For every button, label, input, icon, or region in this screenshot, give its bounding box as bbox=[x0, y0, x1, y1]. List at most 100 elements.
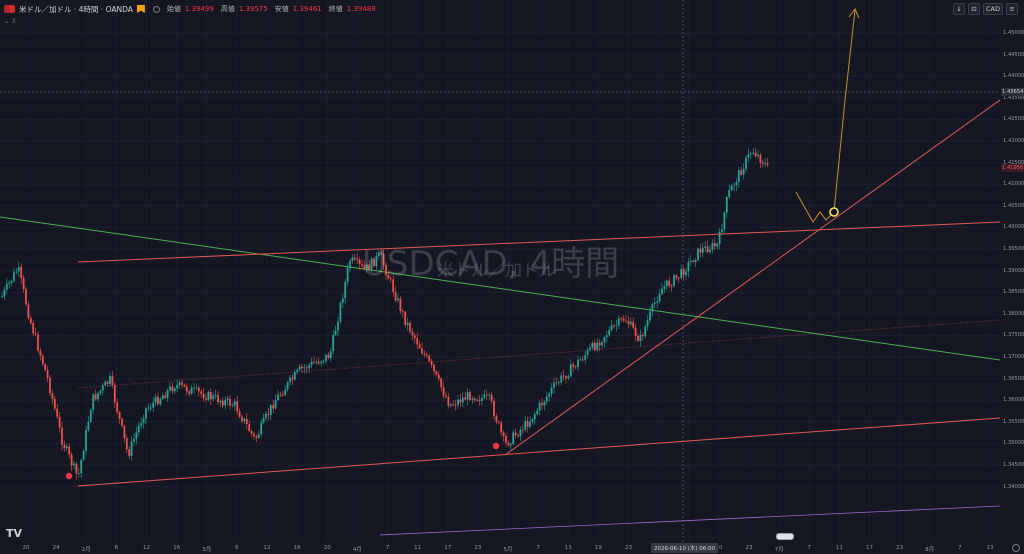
candle-body bbox=[320, 361, 323, 364]
candle-body bbox=[205, 398, 207, 400]
candle-body bbox=[209, 391, 212, 400]
candle-body bbox=[742, 168, 745, 175]
candle-body bbox=[761, 162, 764, 164]
candle-body bbox=[569, 364, 572, 377]
candle-body bbox=[245, 418, 248, 425]
ohlc-high-value: 1.39575 bbox=[238, 5, 268, 13]
candle-body bbox=[709, 249, 711, 253]
candle-body bbox=[668, 280, 671, 286]
candle-body bbox=[154, 396, 157, 403]
candle-body bbox=[197, 387, 200, 392]
indicator-count: 3 bbox=[11, 17, 16, 25]
candle-body bbox=[277, 394, 279, 400]
candle-body bbox=[749, 153, 752, 155]
tradingview-logo-icon[interactable]: TV bbox=[6, 527, 23, 540]
price-tick-label: 1.39500 bbox=[1003, 246, 1024, 252]
ohlc-low-label: 安値 bbox=[274, 5, 289, 13]
currency-button[interactable]: CAD bbox=[983, 3, 1003, 15]
indicator-toggle[interactable]: ⌄ 3 bbox=[4, 17, 16, 25]
candle-body bbox=[382, 254, 385, 265]
candle-body bbox=[601, 342, 603, 346]
time-tick-label: 11 bbox=[414, 545, 422, 551]
candle-body bbox=[65, 446, 68, 449]
candle-body bbox=[723, 212, 726, 230]
market-status-icon[interactable] bbox=[152, 5, 160, 13]
candle-body bbox=[411, 331, 414, 336]
price-tick-label: 1.41500 bbox=[1003, 159, 1024, 166]
candle-body bbox=[423, 353, 426, 355]
candle-body bbox=[728, 190, 731, 198]
candle-body bbox=[533, 414, 536, 420]
candle-body bbox=[653, 302, 656, 305]
time-tick-label: 7 bbox=[385, 545, 390, 551]
price-tick-label: 1.42500 bbox=[1003, 116, 1024, 123]
projection-path bbox=[795, 9, 856, 223]
settings-icon[interactable] bbox=[1012, 544, 1020, 552]
candle-body bbox=[389, 278, 392, 280]
time-axis[interactable]: 20242月612163月61216204月71117235月71319236月… bbox=[0, 542, 1000, 554]
candle-body bbox=[313, 361, 315, 363]
candle-body bbox=[284, 389, 287, 396]
time-tick-label: 20 bbox=[323, 545, 331, 551]
candle-body bbox=[135, 432, 138, 440]
candle-body bbox=[421, 348, 423, 354]
candle-body bbox=[332, 334, 335, 352]
candle-body bbox=[632, 321, 635, 328]
candle-body bbox=[733, 185, 735, 187]
time-tick-label: 24 bbox=[52, 545, 60, 551]
scale-lock-icon[interactable]: ⊡ bbox=[968, 3, 980, 15]
candle-body bbox=[725, 197, 728, 213]
candle-body bbox=[457, 399, 459, 406]
time-tick-label: 17 bbox=[866, 545, 873, 551]
candle-body bbox=[413, 335, 416, 339]
download-icon[interactable]: ↓ bbox=[953, 3, 965, 15]
candle-body bbox=[190, 387, 193, 394]
candle-body bbox=[344, 281, 347, 299]
candle-body bbox=[46, 370, 49, 378]
candles-layer bbox=[1, 147, 769, 480]
candle-body bbox=[121, 418, 123, 426]
candle-body bbox=[365, 264, 368, 269]
candle-body bbox=[721, 229, 723, 233]
menu-icon[interactable]: ≡ bbox=[1006, 3, 1018, 15]
candle-body bbox=[718, 232, 721, 244]
candle-body bbox=[677, 277, 680, 279]
ohlc-high-label: 高値 bbox=[220, 5, 235, 13]
symbol-title[interactable]: 米ドル／加ドル · 4時間 · OANDA bbox=[19, 4, 133, 14]
candle-body bbox=[404, 311, 407, 325]
candle-body bbox=[202, 393, 205, 399]
candle-body bbox=[25, 289, 27, 305]
candle-body bbox=[32, 323, 35, 334]
economic-events-icon[interactable] bbox=[776, 533, 794, 540]
price-axis[interactable]: 1.45000 1.44500 1.44000 1.43500 1.42500 1.420… bbox=[1000, 0, 1024, 542]
candle-body bbox=[579, 359, 582, 361]
candle-body bbox=[104, 381, 107, 386]
candle-body bbox=[531, 419, 534, 422]
candle-body bbox=[485, 394, 488, 396]
candle-body bbox=[125, 438, 128, 450]
price-tick-label: 1.35500 bbox=[1003, 418, 1024, 425]
bookmark-icon[interactable] bbox=[136, 5, 145, 13]
time-tick-label: 5月 bbox=[503, 547, 513, 553]
candle-body bbox=[584, 355, 587, 360]
candle-body bbox=[5, 283, 8, 290]
candle-body bbox=[233, 401, 236, 406]
candle-body bbox=[224, 400, 227, 406]
time-tick-label: 13 bbox=[564, 545, 572, 551]
candle-body bbox=[315, 361, 318, 363]
candle-body bbox=[409, 322, 411, 332]
chart-canvas[interactable] bbox=[0, 0, 1000, 542]
candle-body bbox=[171, 386, 174, 392]
candle-body bbox=[61, 427, 63, 445]
chart-area[interactable] bbox=[0, 0, 1000, 542]
candle-body bbox=[99, 390, 102, 394]
candle-body bbox=[577, 359, 579, 367]
candle-body bbox=[92, 394, 95, 410]
candle-body bbox=[507, 442, 510, 446]
price-tick-label: 1.38500 bbox=[1003, 289, 1024, 296]
candle-body bbox=[116, 402, 119, 413]
candle-body bbox=[461, 397, 464, 403]
candle-body bbox=[310, 361, 313, 366]
candle-body bbox=[329, 351, 332, 359]
candle-body bbox=[41, 355, 44, 365]
